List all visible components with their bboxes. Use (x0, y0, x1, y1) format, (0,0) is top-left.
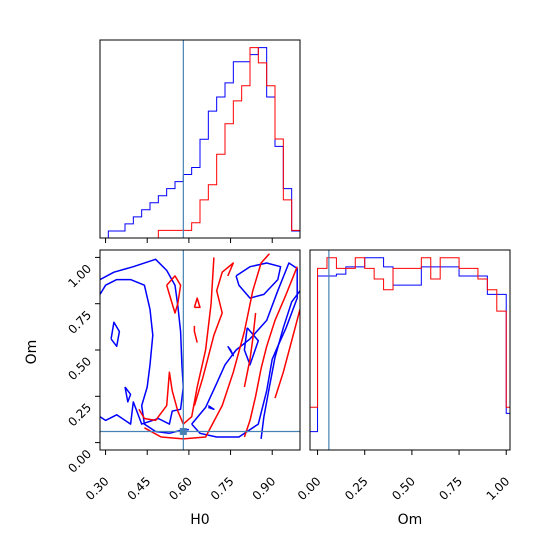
contour-red (193, 297, 201, 309)
x-axis-label-om: Om (398, 512, 423, 528)
truth-marker (179, 427, 187, 435)
om-histogram-panel: 0.00 0.25 0.50 0.75 1.00 (295, 249, 513, 503)
om-x-tick-label: 1.00 (484, 474, 513, 503)
h0-x-tick-label: 0.75 (208, 474, 237, 503)
contour-blue (243, 327, 260, 366)
om-y-tick-label: 0.75 (65, 308, 94, 337)
contour-red (193, 262, 235, 406)
h0-x-tick-label: 0.30 (83, 474, 112, 503)
contour-blue (124, 386, 132, 403)
contour-blue (100, 258, 185, 425)
contour-blue (207, 404, 215, 411)
om-x-tick-label: 0.50 (389, 474, 418, 503)
contour-red (138, 257, 215, 425)
om-hist-blue-series (309, 257, 511, 450)
contour-blue (100, 278, 189, 435)
om-hist-frame (309, 249, 511, 451)
contour-red (274, 309, 300, 399)
contour-red (193, 325, 198, 343)
h0-hist-blue-series (100, 47, 301, 239)
contour-red (243, 312, 257, 388)
om-x-tick-label: 0.75 (436, 474, 465, 503)
contour-red (243, 266, 298, 438)
om-x-tick-label: 0.25 (342, 474, 371, 503)
h0-histogram-panel (99, 39, 301, 243)
h0-x-tick-label: 0.45 (125, 474, 154, 503)
contour-red (144, 253, 270, 440)
om-y-tick-label: 0.50 (65, 354, 94, 383)
x-axis-label-h0: H0 (190, 512, 209, 528)
om-y-tick-label: 1.00 (65, 262, 94, 291)
y-axis-label-om: Om (24, 340, 40, 365)
h0-hist-frame (99, 39, 301, 239)
h0-om-contour-panel: 0.30 0.45 0.60 0.75 0.90 0.00 0.25 0.50 0.75 1.00 (65, 249, 301, 503)
contour-blue (227, 345, 235, 357)
contour-red (165, 275, 182, 314)
contour-blue (235, 262, 282, 299)
om-hist-red-series (309, 257, 511, 450)
om-y-tick-label: 0.25 (65, 401, 94, 430)
contour-blue (260, 290, 300, 439)
h0-x-tick-label: 0.90 (250, 474, 279, 503)
contour-blue (110, 321, 121, 348)
om-x-tick-label: 0.00 (295, 474, 324, 503)
h0-x-tick-label: 0.60 (166, 474, 195, 503)
contour-blue (191, 262, 298, 438)
om-y-tick-label: 0.00 (65, 447, 94, 476)
